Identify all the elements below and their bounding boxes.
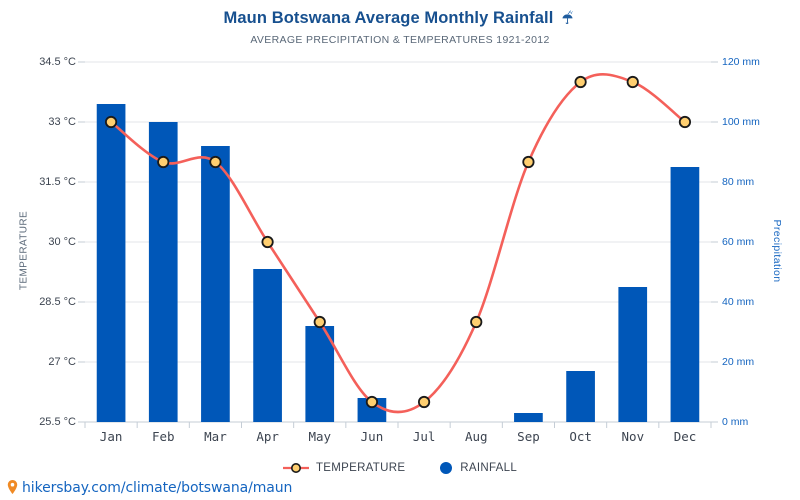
circle-marker-icon: [439, 461, 453, 475]
x-tick-label-dec: Dec: [673, 429, 697, 444]
y-right-tick-label: 100 mm: [722, 116, 760, 128]
y-right-tick-label: 60 mm: [722, 236, 755, 248]
line-point-marker-icon: [282, 462, 309, 474]
temperature-marker-feb: [157, 155, 170, 169]
x-tick-label-aug: Aug: [465, 429, 488, 444]
y-left-tick-label: 25.5 °C: [39, 416, 76, 428]
x-tick-label-jul: Jul: [412, 429, 436, 444]
y-axis-left-ticks: 25.5 °C 27 °C 28.5 °C 30 °C 31.5 °C 33 °C 34.5…: [0, 0, 76, 500]
x-tick-label-apr: Apr: [256, 429, 279, 444]
temperature-marker-aug: [470, 315, 483, 329]
temperature-line-path: [109, 73, 687, 414]
rainfall-bar-dec: [670, 167, 700, 422]
rainfall-bar-may: [305, 326, 335, 422]
axis-tickmarks: [78, 61, 718, 428]
y-left-tick-label: 30 °C: [48, 236, 76, 248]
legend-item-rainfall[interactable]: RAINFALL: [439, 461, 517, 475]
y-left-tick-label: 27 °C: [48, 356, 76, 368]
legend-item-temperature[interactable]: TEMPERATURE: [282, 462, 406, 474]
x-tick-label-feb: Feb: [151, 429, 175, 444]
chart-title-text: Maun Botswana Average Monthly Rainfall: [223, 9, 554, 27]
rainfall-bars: [96, 104, 700, 422]
temperature-marker-jul: [417, 395, 431, 409]
y-left-tick-label: 34.5 °C: [39, 56, 76, 68]
x-tick-label-sep: Sep: [517, 429, 540, 444]
y-right-tick-label: 80 mm: [722, 176, 755, 188]
page-title: Maun Botswana Average Monthly Rainfall: [0, 8, 800, 28]
rainfall-bar-mar: [201, 146, 230, 422]
y-axis-left-title: TEMPERATURE: [18, 210, 30, 291]
x-tick-label-mar: Mar: [204, 429, 227, 444]
temperature-marker-sep: [522, 155, 535, 169]
y-left-tick-label: 33 °C: [48, 116, 76, 128]
temperature-marker-oct: [574, 75, 587, 89]
temperature-marker-jan: [104, 115, 118, 129]
legend-label-rainfall: RAINFALL: [460, 462, 518, 474]
y-right-tick-label: 20 mm: [722, 356, 755, 368]
map-pin-icon: [6, 479, 19, 496]
x-tick-label-nov: Nov: [621, 429, 645, 444]
rainfall-bar-sep: [514, 413, 543, 422]
gridlines: [85, 61, 711, 423]
y-right-tick-label: 40 mm: [722, 296, 755, 308]
chart-subtitle: AVERAGE PRECIPITATION & TEMPERATURES 192…: [250, 34, 550, 46]
temperature-marker-apr: [261, 235, 274, 249]
temperature-line: [109, 73, 687, 414]
umbrella-rain-icon: [559, 9, 576, 27]
chart-header: Maun Botswana Average Monthly Rainfall A…: [0, 0, 800, 47]
y-left-tick-label: 28.5 °C: [39, 296, 76, 308]
legend-label-temperature: TEMPERATURE: [315, 462, 406, 474]
y-right-tick-label: 120 mm: [722, 56, 760, 68]
x-tick-label-may: May: [308, 429, 332, 444]
temperature-marker-dec: [678, 115, 692, 129]
rainfall-bar-jun: [357, 398, 387, 422]
rainfall-bar-jan: [96, 104, 126, 422]
temperature-marker-jun: [365, 395, 379, 409]
x-axis: [84, 422, 712, 428]
rainfall-bar-feb: [148, 122, 178, 422]
y-axis-right-title: Precipitation: [771, 219, 783, 283]
footer: hikersbay.com/climate/botswana/maun: [6, 479, 292, 496]
source-link[interactable]: hikersbay.com/climate/botswana/maun: [22, 479, 293, 496]
temperature-marker-mar: [209, 155, 222, 169]
rainfall-bar-nov: [618, 287, 648, 422]
rainfall-bar-apr: [253, 269, 282, 422]
x-axis-ticks: Jan Feb Mar Apr May Jun Jul Aug Sep Oct Nov Dec: [85, 429, 711, 449]
temperature-marker-nov: [626, 75, 639, 89]
x-tick-label-jun: Jun: [360, 429, 384, 444]
x-tick-label-jan: Jan: [99, 429, 123, 444]
y-right-tick-label: 0 mm: [722, 416, 749, 428]
y-axis-right-ticks: 0 mm 20 mm 40 mm 60 mm 80 mm 100 mm 120 mm: [722, 0, 800, 500]
chart-legend: TEMPERATURE RAINFALL: [0, 461, 800, 475]
rainfall-bar-oct: [566, 371, 595, 422]
x-tick-label-oct: Oct: [569, 429, 592, 444]
temperature-markers: [104, 75, 692, 409]
y-left-tick-label: 31.5 °C: [39, 176, 76, 188]
temperature-marker-may: [313, 315, 326, 329]
